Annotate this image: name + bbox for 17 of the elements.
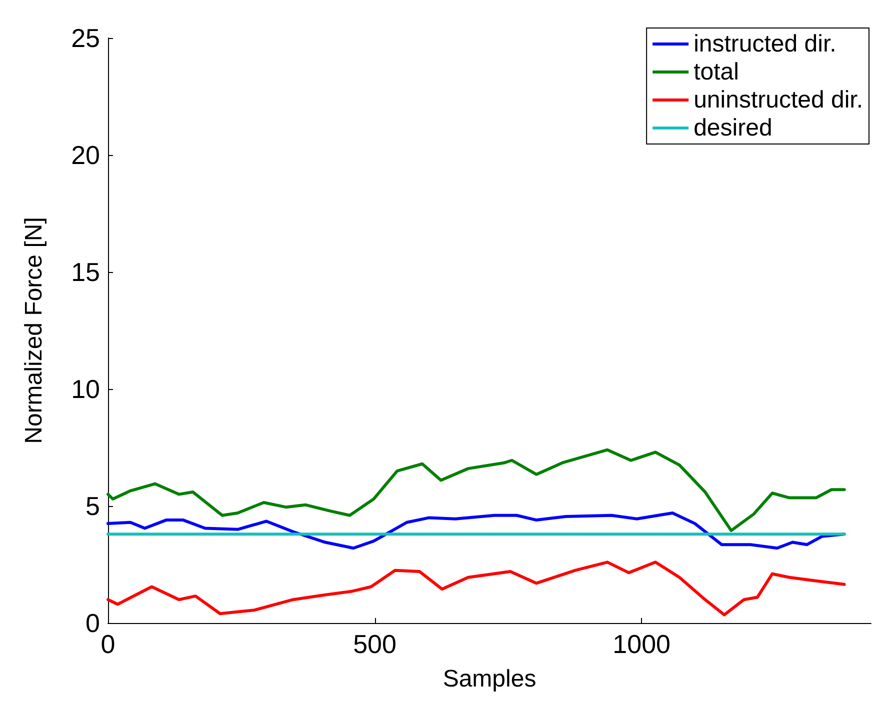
legend-label: desired — [694, 114, 772, 142]
y-axis-title: Normalized Force [N] — [20, 217, 48, 444]
y-tick-label: 0 — [86, 608, 100, 638]
y-tick-label: 5 — [86, 491, 100, 521]
y-tick-label: 10 — [71, 374, 100, 404]
y-tick-label: 15 — [71, 257, 100, 287]
line-series — [106, 512, 846, 550]
legend-label: uninstructed dir. — [694, 86, 864, 114]
y-tick-label: 25 — [71, 23, 100, 53]
x-axis-title: Samples — [442, 666, 536, 692]
line-series — [106, 448, 846, 532]
line-series — [106, 560, 846, 616]
legend-label: total — [694, 58, 739, 86]
x-tick-label: 1000 — [612, 629, 670, 659]
y-tick-label: 20 — [71, 140, 100, 170]
x-tick-label: 500 — [353, 629, 396, 659]
legend-label: instructed dir. — [694, 30, 836, 58]
